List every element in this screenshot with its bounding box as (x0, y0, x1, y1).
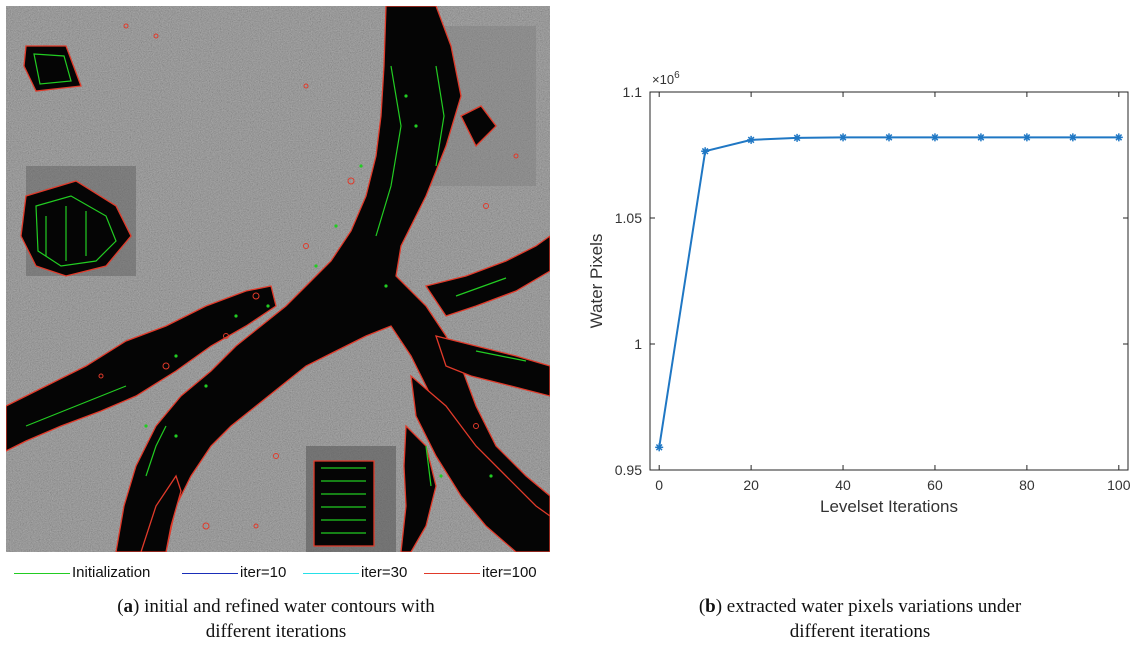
data-point (701, 147, 710, 156)
data-point (930, 133, 939, 142)
caption-b-text: ) extracted water pixels variations unde… (715, 596, 1022, 617)
caption-a-line2: different iterations (205, 621, 347, 642)
water-pixels-chart: 0 20 40 60 80 100 0.95 1 1.05 1.1 ×106 Levelset Ite… (587, 70, 1131, 516)
x-tick-label: 80 (1019, 477, 1035, 493)
x-tick-label: 40 (835, 477, 851, 493)
data-point (1022, 133, 1031, 142)
caption-b: (b) extracted water pixels variations un… (590, 594, 1130, 644)
x-tick-label: 20 (743, 477, 759, 493)
x-tick-label: 60 (927, 477, 943, 493)
data-point (747, 135, 756, 144)
legend-item-initialization: Initialization (14, 562, 184, 584)
caption-a-line1: (a) initial and refined water contours w… (117, 596, 435, 617)
data-point (1114, 133, 1123, 142)
y-tick-label: 1.1 (623, 84, 643, 100)
data-point (885, 133, 893, 142)
initialization-contours (25, 53, 527, 534)
legend-line (182, 573, 238, 574)
caption-a-text: ) initial and refined water contours wit… (133, 596, 435, 617)
y-tick-label: 1 (634, 336, 642, 352)
x-tick-label: 100 (1107, 477, 1131, 493)
data-point (655, 443, 664, 452)
legend-item-iter100: iter=100 (424, 562, 554, 584)
legend-label: iter=30 (361, 564, 408, 581)
speckle-contours (98, 23, 519, 530)
y-axis-label: Water Pixels (587, 234, 606, 329)
sar-water-contour-image (6, 6, 550, 552)
caption-a-letter: a (123, 596, 134, 617)
x-tick-label: 0 (655, 477, 663, 493)
data-point (1068, 133, 1077, 142)
data-point (793, 133, 802, 142)
x-axis-label: Levelset Iterations (820, 497, 958, 516)
plot-frame (649, 91, 1129, 471)
y-tick-label: 0.95 (615, 462, 642, 478)
panel-a: Initialization iter=10 iter=30 iter=100 … (0, 0, 560, 650)
legend-line (14, 573, 70, 574)
caption-b-line1: (b) extracted water pixels variations un… (698, 596, 1022, 617)
legend-item-iter30: iter=30 (303, 562, 428, 584)
legend-label: iter=100 (482, 564, 537, 581)
river-water (6, 6, 550, 552)
legend-item-iter10: iter=10 (182, 562, 307, 584)
legend-line (303, 573, 359, 574)
data-point (839, 133, 848, 142)
legend-line (424, 573, 480, 574)
green-specks (144, 94, 493, 478)
y-tick-label: 1.05 (615, 210, 642, 226)
caption-b-line2: different iterations (789, 621, 931, 642)
legend-label: Initialization (72, 564, 151, 581)
data-point (976, 133, 985, 142)
series-line (658, 136, 1119, 448)
contour-legend: Initialization iter=10 iter=30 iter=100 (14, 562, 554, 586)
legend-label: iter=10 (240, 564, 287, 581)
y-scale-factor: ×106 (652, 70, 680, 87)
caption-a: (a) initial and refined water contours w… (6, 594, 546, 644)
caption-b-letter: b (705, 596, 716, 617)
panel-b: 0 20 40 60 80 100 0.95 1 1.05 1.1 ×106 Levelset Ite… (560, 0, 1140, 650)
y-scale-exponent: 6 (674, 70, 680, 81)
